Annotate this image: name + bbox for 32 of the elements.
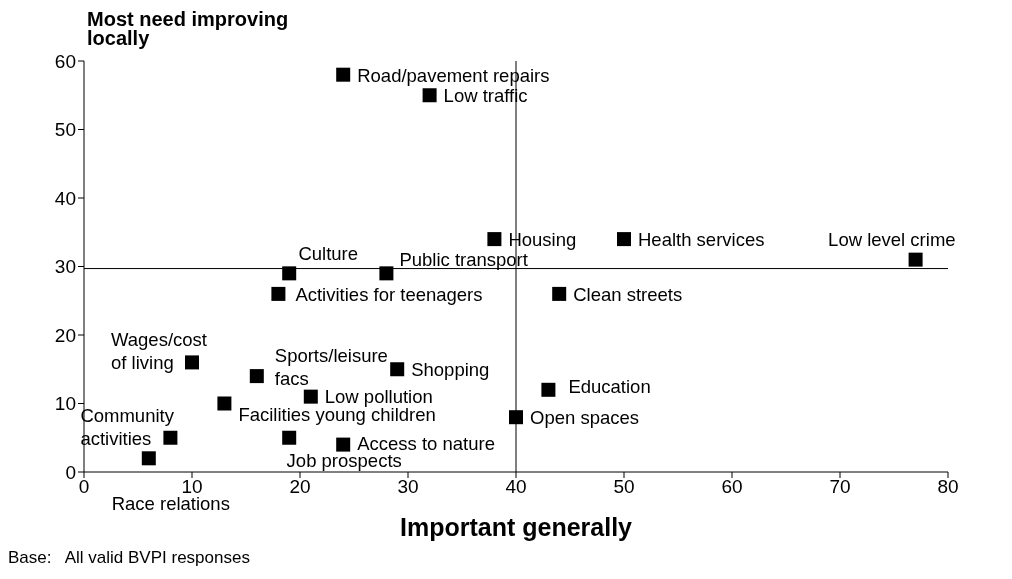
y-axis-title: Most need improving locally <box>87 8 290 49</box>
data-label: Low traffic <box>443 85 528 107</box>
y-tick-label: 0 <box>65 461 76 483</box>
data-label: Community activities <box>80 404 175 449</box>
x-tick-label: 60 <box>721 476 743 498</box>
data-label: Culture <box>298 243 359 265</box>
x-tick-label: 40 <box>505 476 527 498</box>
y-tick-label: 60 <box>54 50 76 72</box>
data-label: Shopping <box>411 359 490 381</box>
data-label: Housing <box>508 229 577 251</box>
data-label: Wages/cost of living <box>111 329 207 374</box>
x-axis-title: Important generally <box>399 513 633 542</box>
data-label: Low level crime <box>828 228 956 250</box>
data-label: Public transport <box>399 249 528 271</box>
y-tick-label: 30 <box>54 256 76 278</box>
data-label: Road/pavement repairs <box>357 64 550 86</box>
y-tick-label: 40 <box>54 187 76 209</box>
data-label: Clean streets <box>573 283 683 305</box>
data-label: Activities for teenagers <box>295 283 483 305</box>
x-tick-label: 70 <box>829 476 851 498</box>
y-tick-label: 50 <box>54 119 76 141</box>
x-tick-label: 80 <box>937 476 959 498</box>
x-tick-label: 50 <box>613 476 635 498</box>
text: Base: All valid BVPI responses <box>8 548 250 568</box>
data-label: Health services <box>638 229 765 251</box>
y-tick-label: 20 <box>54 324 76 346</box>
x-tick-label: 30 <box>397 476 419 498</box>
y-tick-label: 10 <box>54 393 76 415</box>
x-tick-label: 0 <box>78 476 90 498</box>
data-label: Open spaces <box>530 407 640 429</box>
data-label: Education <box>568 375 651 397</box>
x-tick-label: 20 <box>289 476 311 498</box>
